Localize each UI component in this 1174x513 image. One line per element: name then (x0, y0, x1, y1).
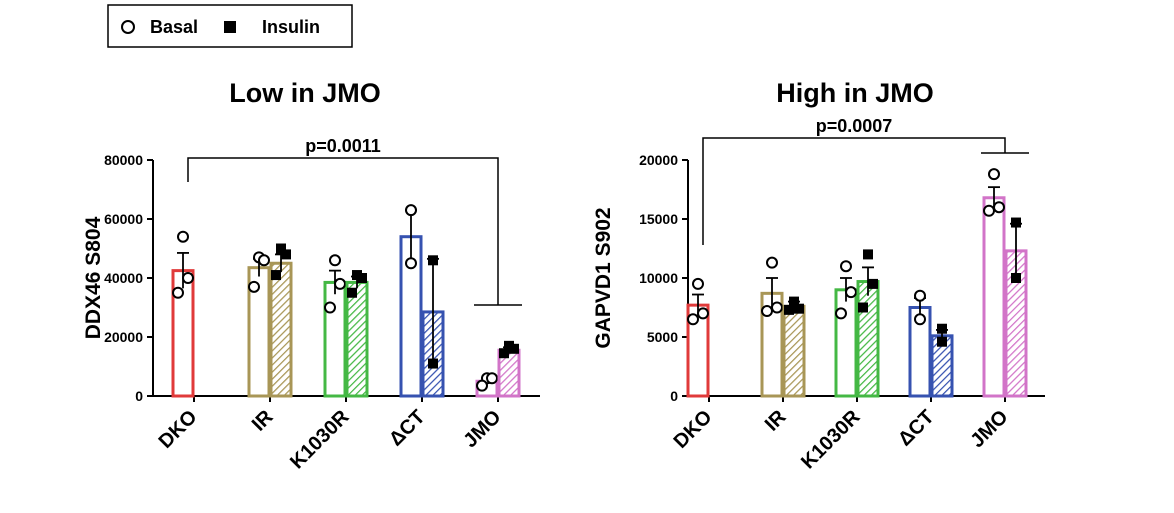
x-tick-label: K1030R (286, 406, 354, 474)
data-point (428, 255, 438, 266)
x-tick-label: K1030R (797, 406, 865, 474)
data-point (177, 230, 189, 243)
legend-label: Insulin (262, 17, 320, 37)
bar (982, 196, 1006, 398)
x-tick-label: JMO (966, 406, 1012, 452)
legend-marker (121, 20, 135, 34)
data-point (988, 168, 1000, 181)
x-tick-label: JMO (459, 406, 505, 452)
data-point (863, 249, 873, 260)
data-point (766, 256, 778, 269)
data-point (868, 278, 878, 289)
x-tick-label: IR (248, 406, 278, 436)
x-tick-label: DKO (155, 406, 202, 453)
y-tick-label: 5000 (647, 329, 678, 345)
y-tick-label: 80000 (104, 152, 143, 168)
p-value: p=0.0007 (816, 116, 893, 136)
y-axis-label: GAPVD1 S902 (592, 207, 615, 348)
bar (323, 280, 347, 398)
bar (782, 304, 806, 398)
data-point (276, 243, 286, 254)
significance-bracket (702, 137, 1006, 245)
data-point (914, 313, 926, 326)
data-point (761, 305, 773, 318)
data-point (499, 348, 509, 359)
data-point (784, 304, 794, 315)
data-point (248, 280, 260, 293)
data-point (405, 204, 417, 217)
data-point (840, 260, 852, 273)
chart-title: Low in JMO (229, 78, 381, 108)
data-point (835, 307, 847, 320)
data-point (428, 358, 438, 369)
data-point (172, 286, 184, 299)
y-tick-label: 20000 (104, 329, 143, 345)
data-point (1011, 273, 1021, 283)
data-point (334, 277, 346, 290)
bar (345, 280, 369, 398)
data-point (794, 303, 804, 314)
data-point (937, 323, 947, 334)
p-value: p=0.0011 (305, 136, 381, 156)
y-axis-label: DDX46 S804 (82, 216, 105, 339)
data-point (329, 254, 341, 267)
data-point (324, 301, 336, 314)
data-point (697, 307, 709, 320)
x-tick-label: ΔCT (894, 406, 939, 451)
data-point (357, 273, 367, 283)
data-point (993, 201, 1005, 214)
data-point (281, 249, 291, 260)
data-point (476, 379, 488, 392)
data-point (983, 204, 995, 217)
bar (269, 261, 293, 398)
data-point (258, 254, 270, 267)
data-point (858, 302, 868, 313)
y-tick-label: 60000 (104, 211, 143, 227)
x-tick-label: DKO (670, 406, 717, 453)
y-tick-label: 0 (670, 388, 678, 404)
bar (834, 288, 858, 398)
x-tick-label: IR (761, 406, 791, 436)
significance-bracket (187, 157, 499, 305)
data-point (182, 272, 194, 284)
chart-title: High in JMO (776, 78, 934, 108)
bar (856, 280, 880, 398)
data-point (789, 296, 799, 307)
data-point (771, 301, 783, 314)
y-tick-label: 15000 (639, 211, 678, 227)
data-point (937, 336, 947, 347)
y-tick-label: 10000 (639, 270, 678, 286)
legend-label: Basal (150, 17, 198, 37)
data-point (692, 277, 704, 290)
data-point (509, 343, 519, 354)
legend-marker (224, 21, 236, 33)
data-point (405, 257, 417, 270)
data-point (271, 270, 281, 281)
y-tick-label: 20000 (639, 152, 678, 168)
data-point (347, 287, 357, 298)
y-tick-label: 40000 (104, 270, 143, 286)
data-point (1011, 217, 1021, 228)
x-tick-label: ΔCT (385, 406, 430, 451)
data-point (687, 313, 699, 326)
data-point (486, 372, 498, 385)
data-point (914, 289, 926, 302)
y-tick-label: 0 (135, 388, 143, 404)
data-point (845, 286, 857, 299)
